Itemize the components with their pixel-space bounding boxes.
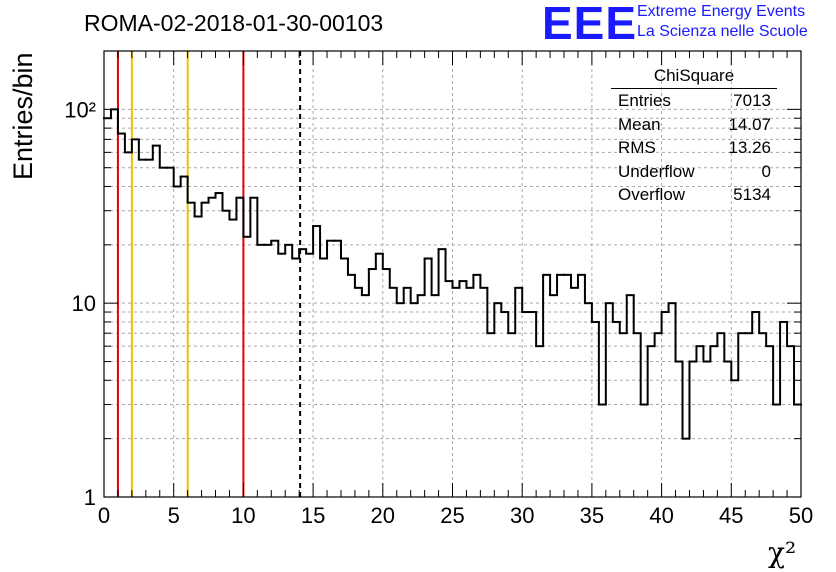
stats-label: Entries bbox=[618, 91, 671, 110]
chart-title: ROMA-02-2018-01-30-00103 bbox=[84, 10, 384, 36]
x-axis-label: χ² bbox=[768, 536, 797, 569]
x-tick-label: 5 bbox=[168, 503, 180, 528]
x-tick-label: 45 bbox=[719, 503, 743, 528]
x-tick-label: 40 bbox=[649, 503, 673, 528]
x-tick-label: 10 bbox=[231, 503, 255, 528]
y-tick-label: 10 bbox=[72, 291, 96, 316]
stats-value: 7013 bbox=[733, 91, 771, 110]
stats-value: 0 bbox=[761, 161, 771, 181]
stats-label: Mean bbox=[618, 114, 661, 134]
x-tick-label: 50 bbox=[789, 503, 813, 528]
stats-row-overflow: Overflow 5134 bbox=[611, 185, 777, 209]
x-tick-label: 15 bbox=[301, 503, 325, 528]
stats-value: 5134 bbox=[733, 185, 771, 204]
stats-title: ChiSquare bbox=[611, 66, 777, 89]
eee-logo: EEE bbox=[542, 0, 638, 49]
stats-value: 13.26 bbox=[728, 138, 771, 157]
y-tick-label: 1 bbox=[84, 485, 96, 510]
y-tick-label: 10² bbox=[64, 97, 96, 122]
stats-row-entries: Entries 7013 bbox=[611, 91, 777, 115]
x-tick-label: 25 bbox=[440, 503, 464, 528]
stats-box: ChiSquare Entries 7013 Mean 14.07 RMS 13… bbox=[611, 66, 777, 209]
stats-row-rms: RMS 13.26 bbox=[611, 138, 777, 162]
y-axis-label: Entries/bin bbox=[8, 52, 38, 180]
logo-subtitle-2: La Scienza nelle Scuole bbox=[637, 23, 808, 40]
x-tick-label: 30 bbox=[510, 503, 534, 528]
stats-label: Underflow bbox=[618, 161, 695, 181]
stats-value: 14.07 bbox=[728, 114, 771, 134]
x-tick-label: 35 bbox=[580, 503, 604, 528]
stats-label: Overflow bbox=[618, 185, 686, 204]
logo-subtitle-1: Extreme Energy Events bbox=[637, 3, 806, 20]
stats-row-mean: Mean 14.07 bbox=[611, 115, 777, 139]
x-tick-label: 20 bbox=[371, 503, 395, 528]
stats-row-underflow: Underflow 0 bbox=[611, 162, 777, 186]
x-tick-label: 0 bbox=[98, 503, 110, 528]
stats-label: RMS bbox=[618, 138, 656, 157]
